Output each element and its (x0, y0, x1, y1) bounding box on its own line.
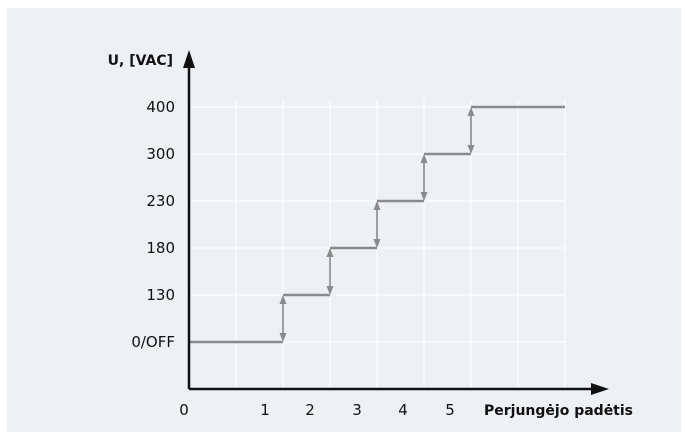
y-tick-labels: 0/OFF 130 180 230 300 400 (131, 98, 175, 351)
transition-arrowhead-up (326, 248, 334, 257)
y-tick-label: 230 (146, 192, 175, 210)
x-axis-title: Perjungėjo padėtis (484, 403, 633, 419)
x-tick-label: 4 (398, 401, 408, 419)
y-tick-label: 130 (146, 286, 175, 304)
transition-arrowhead-down (420, 192, 428, 201)
x-tick-label: 2 (305, 401, 315, 419)
transition-arrowhead-up (279, 295, 287, 304)
x-tick-label: 1 (260, 401, 270, 419)
transition-arrows (279, 107, 475, 342)
transition-arrowhead-up (420, 154, 428, 163)
transition-arrowhead-down (373, 239, 381, 248)
y-axis-title: U, [VAC] (108, 53, 173, 69)
y-tick-label: 0/OFF (131, 333, 175, 351)
voltage-step-chart: 0/OFF 130 180 230 300 400 0 1 2 3 4 5 U, [VAC] Per… (108, 50, 633, 419)
transition-arrowhead-down (467, 145, 475, 154)
y-axis-arrowhead (183, 50, 195, 68)
step-series (189, 105, 565, 344)
x-tick-label: 0 (179, 401, 189, 419)
x-tick-label: 5 (445, 401, 455, 419)
x-tick-label: 3 (352, 401, 362, 419)
y-tick-label: 180 (146, 239, 175, 257)
x-tick-labels: 0 1 2 3 4 5 (179, 401, 455, 419)
x-axis-arrowhead (591, 383, 609, 395)
transition-arrowhead-down (326, 286, 334, 295)
chart-panel: 0/OFF 130 180 230 300 400 0 1 2 3 4 5 U, [VAC] Per… (7, 8, 681, 432)
y-tick-label: 400 (146, 98, 175, 116)
y-tick-label: 300 (146, 145, 175, 163)
axes (183, 50, 609, 395)
transition-arrowhead-down (279, 333, 287, 342)
transition-arrowhead-up (467, 107, 475, 116)
transition-arrowhead-up (373, 201, 381, 210)
